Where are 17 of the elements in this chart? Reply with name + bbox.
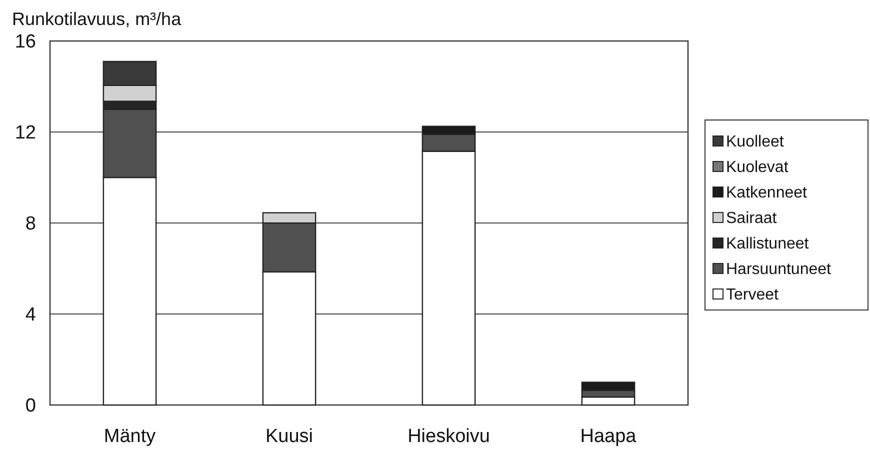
legend-label: Sairaat: [726, 210, 778, 228]
legend-label: Terveet: [726, 286, 780, 304]
y-tick-label: 12: [14, 122, 36, 144]
legend-label: Kuolleet: [726, 134, 784, 151]
y-tick-label: 16: [14, 32, 36, 53]
y-tick-label: 0: [25, 396, 36, 417]
x-tick-label: Mänty: [104, 426, 156, 447]
x-tick-label: Hieskoivu: [408, 426, 490, 447]
legend-label: Kallistuneet: [726, 236, 810, 253]
chart-title: Runkotilavuus, m³/ha: [12, 9, 182, 29]
x-tick-label: Haapa: [580, 426, 637, 447]
legend-label: Kuolevat: [726, 159, 789, 176]
x-tick-label: Kuusi: [265, 426, 314, 447]
legend-label: Katkenneet: [726, 184, 808, 202]
y-tick-label: 8: [25, 214, 36, 235]
y-tick-label: 4: [25, 304, 36, 326]
legend-label: Harsuuntuneet: [726, 261, 832, 278]
